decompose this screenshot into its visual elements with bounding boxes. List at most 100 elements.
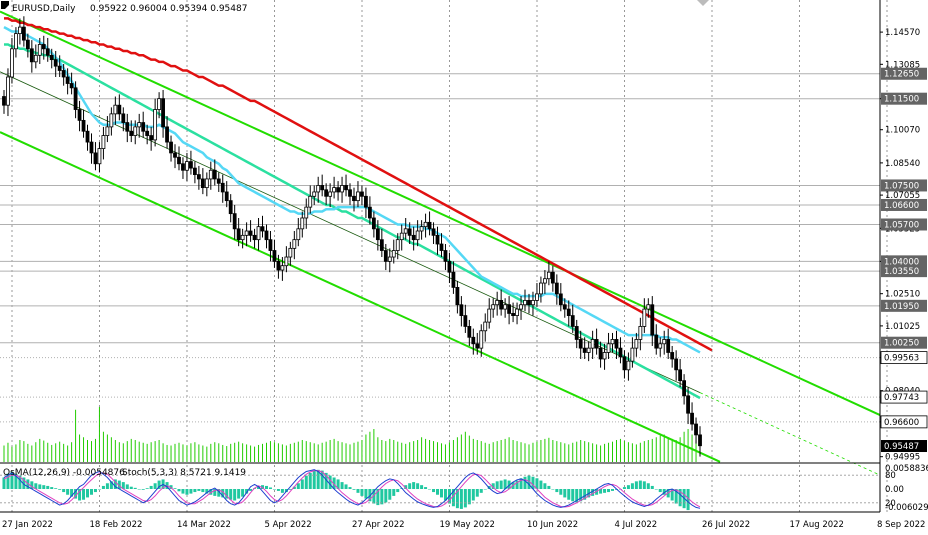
osma-histogram-bar: [495, 481, 499, 489]
candle-body: [662, 339, 667, 345]
candle-body: [642, 308, 647, 327]
osma-histogram-bar: [555, 489, 559, 493]
candle-body: [228, 200, 233, 215]
candle-body: [439, 243, 444, 251]
candle-body: [630, 347, 635, 362]
candle-body: [324, 189, 329, 197]
candle-body: [220, 182, 225, 193]
osma-histogram-bar: [499, 480, 503, 489]
osma-histogram-bar: [439, 489, 443, 498]
osma-histogram-bar: [105, 483, 109, 489]
osma-histogram-bar: [74, 489, 78, 499]
level-tag-label: 1.11500: [884, 95, 919, 105]
level-tag-label: 1.12650: [884, 70, 919, 80]
osma-histogram-bar: [650, 485, 654, 489]
osma-histogram-bar: [257, 485, 261, 489]
osma-histogram-bar: [233, 489, 237, 501]
candle-body: [85, 130, 90, 143]
candle-body: [527, 300, 531, 306]
osma-histogram-bar: [531, 476, 535, 489]
price-tick-label: 1.08540: [885, 159, 920, 169]
osma-histogram-bar: [272, 489, 276, 490]
candle-body: [232, 213, 237, 230]
osma-histogram-bar: [58, 489, 62, 490]
candle-body: [487, 308, 492, 323]
osma-histogram-bar: [356, 489, 360, 493]
marker-tag-label: 0.97743: [884, 393, 919, 403]
candle-body: [97, 148, 102, 165]
candle-body: [578, 339, 583, 349]
candle-body: [161, 98, 165, 128]
stoch-main-line: [3, 469, 701, 509]
candle-body: [399, 232, 404, 241]
date-tick-label: 19 May 2022: [440, 520, 495, 530]
candle-body: [312, 191, 317, 197]
osma-histogram-bar: [177, 489, 181, 492]
osma-histogram-bar: [634, 481, 638, 489]
level-tag-label: 1.00250: [884, 339, 919, 349]
candle-body: [670, 352, 675, 360]
osma-histogram-bar: [459, 489, 463, 509]
osma-histogram-bar: [292, 486, 296, 489]
osma-histogram-bar: [304, 475, 308, 489]
candle-body: [212, 169, 217, 180]
osma-histogram-bar: [97, 489, 101, 490]
osma-histogram-bar: [209, 489, 213, 495]
candle-body: [467, 326, 472, 338]
osma-histogram-bar: [189, 489, 193, 494]
osma-histogram-bar: [54, 488, 58, 489]
osma-histogram-bar: [674, 489, 678, 504]
osma-histogram-bar: [412, 482, 416, 489]
candle-body: [360, 191, 364, 197]
candle-body: [646, 304, 651, 310]
ema-mid-line: [3, 43, 701, 400]
candle-body: [558, 293, 563, 306]
candle-body: [495, 300, 500, 306]
osma-histogram-bar: [109, 481, 113, 489]
osma-histogram-bar: [491, 483, 495, 489]
date-tick-label: 27 Apr 2022: [352, 520, 405, 530]
candle-body: [200, 178, 205, 189]
osma-histogram-bar: [276, 489, 280, 491]
window-menu-icon[interactable]: [1, 1, 9, 9]
osma-histogram-bar: [547, 485, 551, 489]
candle-body: [686, 395, 690, 414]
candle-body: [141, 122, 146, 132]
osma-histogram-bar: [380, 489, 384, 505]
stoch-signal-line: [3, 470, 701, 508]
candle-body: [181, 163, 185, 171]
candle-body: [29, 48, 34, 63]
osma-histogram-bar: [503, 479, 507, 489]
candle-body: [371, 217, 376, 230]
level-tag-bg: [881, 255, 927, 268]
candle-body: [65, 76, 70, 84]
osc-tick-label: 80: [885, 471, 896, 481]
candle-body: [682, 380, 687, 397]
osma-histogram-bar: [455, 489, 459, 509]
candle-body: [260, 226, 265, 232]
osma-histogram-bar: [638, 480, 642, 489]
marker-tag-label: 0.96600: [884, 418, 919, 428]
osma-histogram-bar: [364, 489, 368, 499]
level-tag-bg: [881, 265, 927, 278]
osma-histogram-bar: [38, 484, 42, 489]
osma-histogram-bar: [626, 485, 630, 489]
candle-body: [356, 191, 360, 202]
candle-body: [81, 119, 86, 132]
osma-histogram-bar: [157, 480, 161, 489]
osma-histogram-bar: [646, 483, 650, 489]
osma-histogram-bar: [181, 489, 185, 494]
level-tag-bg: [881, 92, 927, 105]
channel-mid-extension: [699, 392, 881, 476]
ema-slow-line: [3, 17, 713, 352]
osma-histogram-bar: [133, 487, 137, 489]
osma-histogram-bar: [93, 489, 97, 493]
osma-histogram-bar: [6, 473, 10, 489]
osma-histogram-bar: [348, 487, 352, 489]
chart-title: EURUSD,Daily: [12, 4, 76, 14]
candle-body: [320, 185, 325, 191]
candle-body: [610, 339, 615, 345]
candle-body: [531, 300, 535, 306]
